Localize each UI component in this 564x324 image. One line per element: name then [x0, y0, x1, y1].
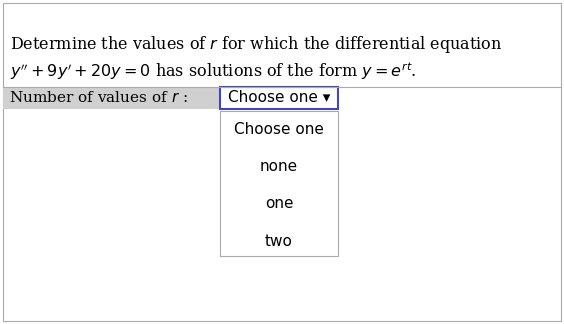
Text: none: none — [260, 159, 298, 174]
Text: $y'' + 9y' + 20y = 0$ has solutions of the form $y = e^{rt}$.: $y'' + 9y' + 20y = 0$ has solutions of t… — [10, 60, 416, 82]
Bar — [3, 87, 220, 109]
Text: one: one — [265, 196, 293, 211]
Bar — [220, 111, 338, 256]
Text: two: two — [265, 234, 293, 249]
Text: Choose one ▾: Choose one ▾ — [228, 90, 330, 106]
Bar — [220, 87, 338, 109]
Text: Number of values of $r$ :: Number of values of $r$ : — [9, 90, 188, 106]
Text: Determine the values of $r$ for which the differential equation: Determine the values of $r$ for which th… — [10, 34, 503, 55]
Text: Choose one: Choose one — [234, 122, 324, 136]
